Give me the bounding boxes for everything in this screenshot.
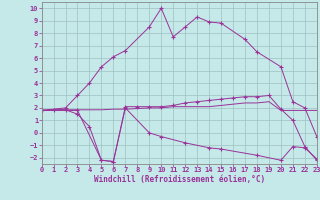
X-axis label: Windchill (Refroidissement éolien,°C): Windchill (Refroidissement éolien,°C) — [94, 175, 265, 184]
